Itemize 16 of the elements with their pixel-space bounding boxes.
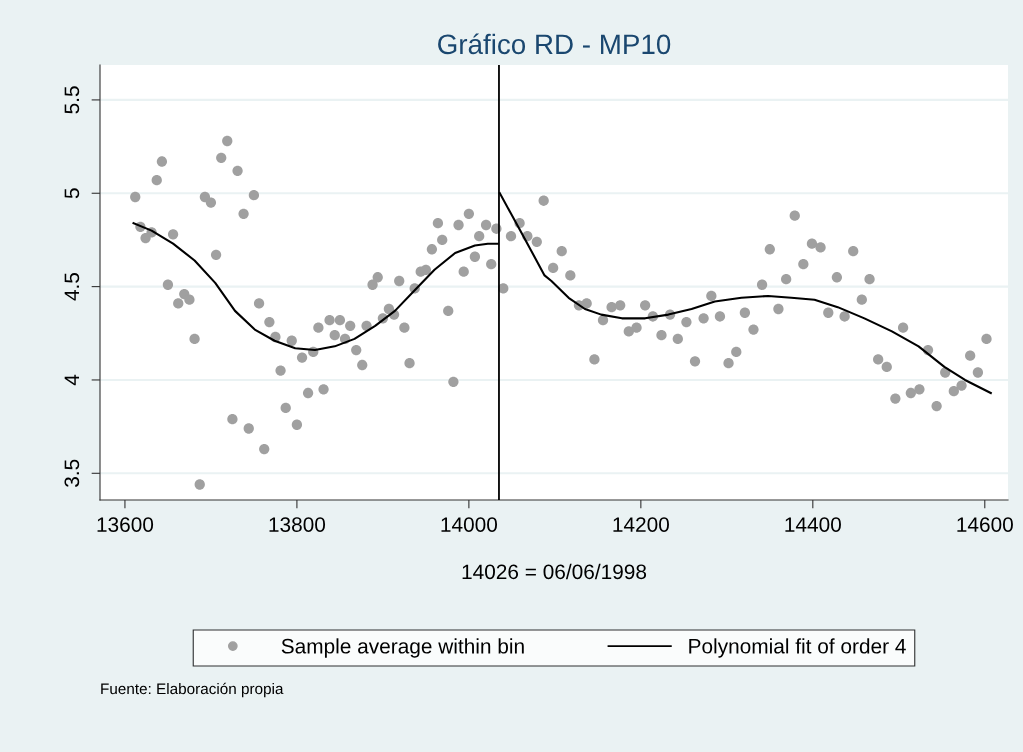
y-tick-label: 3.5 [64,459,80,487]
legend-label: Polynomial fit of order 4 [689,638,906,658]
x-tick-label: 14600 [957,517,1013,532]
y-tick-label: 5.5 [64,86,80,114]
legend-label: Sample average within bin [281,638,524,658]
source-note: Fuente: Elaboración propia [101,682,284,698]
y-tick-label: 4.5 [64,273,80,301]
x-tick-label: 13800 [269,517,326,532]
chart-title: Gráfico RD - MP10 [438,33,671,55]
x-tick-label: 14000 [441,517,498,532]
x-tick-label: 13600 [97,517,154,532]
y-tick-label: 4 [64,374,80,386]
x-tick-label: 14400 [785,517,841,532]
x-axis-title: 14026 = 06/06/1998 [462,563,647,580]
y-tick-label: 5 [64,188,80,199]
x-tick-label: 14200 [613,517,669,532]
